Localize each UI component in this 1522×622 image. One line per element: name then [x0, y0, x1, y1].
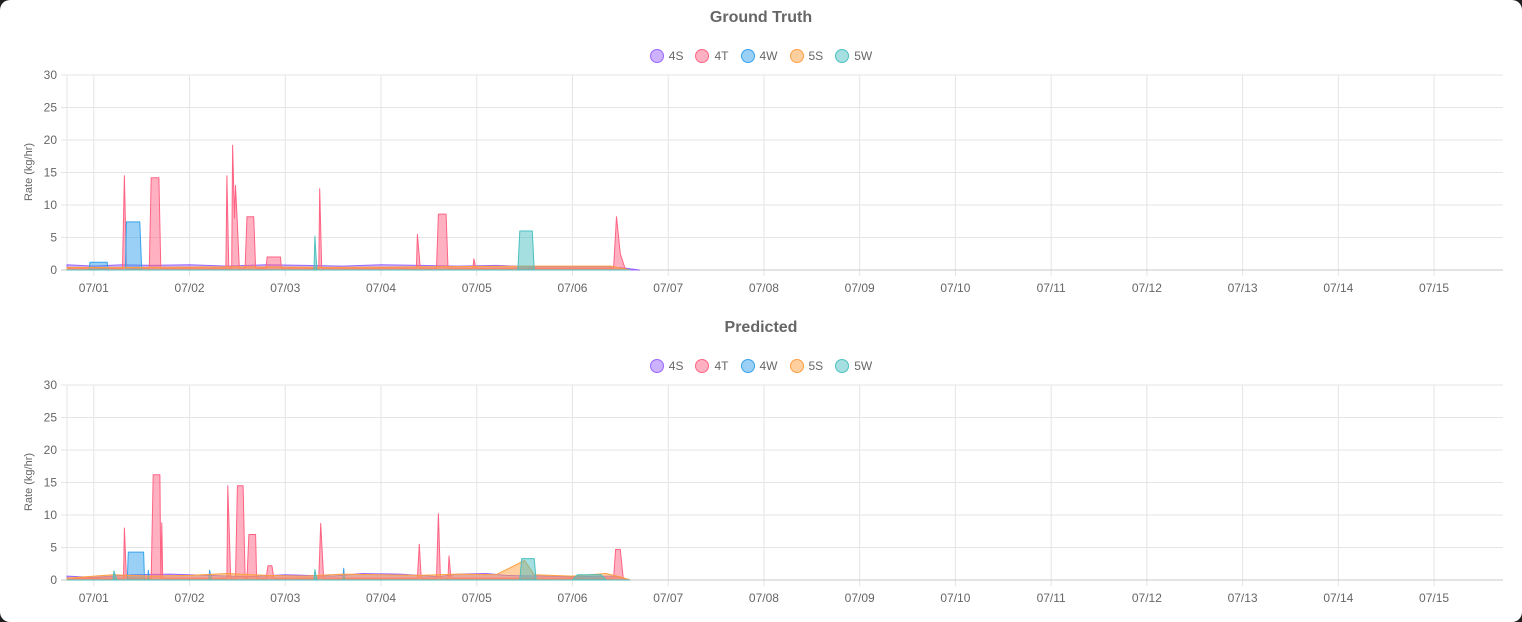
legend-swatch-5w [835, 49, 850, 63]
x-tick-label: 07/07 [653, 591, 683, 605]
x-tick-label: 07/05 [462, 591, 492, 605]
x-tick-label: 07/04 [366, 281, 396, 295]
y-tick-label: 10 [44, 198, 58, 212]
x-tick-label: 07/11 [1037, 281, 1066, 295]
x-tick-label: 07/08 [749, 591, 779, 605]
legend-swatch-4t [695, 359, 710, 373]
legend-label: 4S [668, 49, 684, 63]
x-tick-label: 07/09 [845, 281, 875, 295]
x-tick-label: 07/11 [1037, 591, 1066, 605]
legend-label: 5W [854, 49, 873, 63]
x-tick-label: 07/14 [1323, 591, 1353, 605]
chart-title: Predicted [724, 319, 798, 336]
plot-area: 07/01 07/02 07/03 07/04 07/05 07/06 07/07 07/08… [44, 378, 1503, 605]
series-area-4t [66, 474, 631, 581]
legend-item-4t[interactable]: 4T [695, 49, 729, 63]
legend-swatch-5s [789, 359, 804, 373]
x-tick-label: 07/12 [1132, 591, 1162, 605]
legend-label: 5W [854, 359, 873, 373]
series-area-4t [66, 144, 631, 271]
y-tick-label: 10 [44, 508, 58, 522]
x-tick-label: 07/08 [749, 281, 779, 295]
series-area-5s [66, 560, 631, 581]
x-tick-label: 07/15 [1419, 281, 1449, 295]
legend-swatch-4w [740, 359, 755, 373]
x-tick-label: 07/12 [1132, 281, 1162, 295]
y-tick-label: 25 [44, 411, 58, 425]
y-tick-label: 30 [44, 68, 58, 82]
y-tick-label: 20 [44, 133, 58, 147]
legend-swatch-5w [835, 359, 850, 373]
y-tick-label: 25 [44, 101, 58, 115]
y-tick-label: 15 [44, 166, 58, 180]
legend-item-4s[interactable]: 4S [649, 359, 684, 373]
legend-swatch-4s [649, 359, 664, 373]
legend-item-5w[interactable]: 5W [835, 359, 872, 373]
legend: 4S 4T 4W 5S 5W [0, 49, 1522, 63]
legend-swatch-5s [789, 49, 804, 63]
x-tick-label: 07/10 [940, 591, 970, 605]
y-tick-label: 20 [44, 443, 58, 457]
chart-title: Ground Truth [709, 9, 813, 26]
legend-item-5s[interactable]: 5S [789, 49, 824, 63]
x-tick-label: 07/01 [79, 591, 109, 605]
legend-swatch-4s [649, 49, 664, 63]
legend-label: 4S [668, 359, 684, 373]
x-tick-label: 07/13 [1228, 591, 1258, 605]
x-tick-label: 07/03 [270, 281, 300, 295]
x-tick-label: 07/09 [845, 591, 875, 605]
legend: 4S 4T 4W 5S 5W [0, 359, 1522, 373]
y-tick-label: 0 [50, 573, 57, 587]
legend-label: 4T [714, 359, 729, 373]
legend-label: 5S [808, 49, 824, 63]
x-tick-label: 07/06 [557, 281, 587, 295]
series-area-5w [66, 230, 631, 271]
legend-item-4w[interactable]: 4W [740, 359, 778, 373]
x-tick-label: 07/13 [1228, 281, 1258, 295]
y-tick-label: 0 [50, 263, 57, 277]
legend-item-4w[interactable]: 4W [740, 49, 778, 63]
legend-swatch-4t [695, 49, 710, 63]
plot-area: 07/01 07/02 07/03 07/04 07/05 07/06 07/07 07/08… [44, 68, 1503, 295]
legend-label: 4W [759, 359, 778, 373]
legend-swatch-4w [740, 49, 755, 63]
x-tick-label: 07/10 [940, 281, 970, 295]
x-tick-label: 07/15 [1419, 591, 1449, 605]
x-tick-label: 07/03 [270, 591, 300, 605]
x-tick-label: 07/04 [366, 591, 396, 605]
x-tick-label: 07/05 [462, 281, 492, 295]
predicted-chart: Predicted 4S 4T 4W 5S 5W Rate ( [0, 310, 1522, 620]
x-tick-label: 07/07 [653, 281, 683, 295]
legend-item-4s[interactable]: 4S [649, 49, 684, 63]
legend-label: 4W [759, 49, 778, 63]
legend-label: 4T [714, 49, 729, 63]
y-tick-label: 5 [50, 231, 57, 245]
ground-truth-chart: Ground Truth 4S 4T 4W 5S 5W Rat [0, 0, 1522, 310]
x-tick-label: 07/02 [175, 591, 205, 605]
legend-item-4t[interactable]: 4T [695, 359, 729, 373]
legend-item-5s[interactable]: 5S [789, 359, 824, 373]
y-tick-label: 5 [50, 541, 57, 555]
y-tick-label: 30 [44, 378, 58, 392]
y-tick-label: 15 [44, 476, 58, 490]
x-tick-label: 07/06 [557, 591, 587, 605]
x-tick-label: 07/01 [79, 281, 109, 295]
legend-label: 5S [808, 359, 824, 373]
legend-item-5w[interactable]: 5W [835, 49, 872, 63]
series-area-5s [66, 265, 631, 271]
x-tick-label: 07/14 [1323, 281, 1353, 295]
x-tick-label: 07/02 [175, 281, 205, 295]
series-area-5w [66, 558, 631, 581]
